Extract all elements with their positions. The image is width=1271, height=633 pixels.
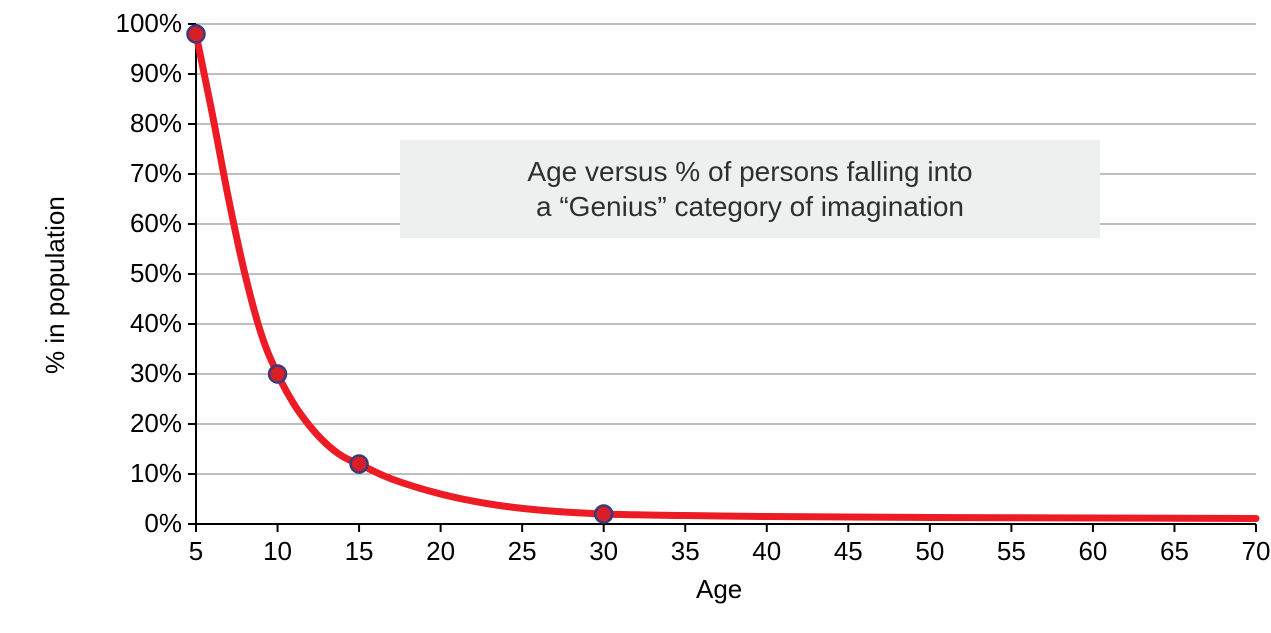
data-marker [595, 506, 612, 523]
y-tick-label: 100% [116, 8, 183, 39]
y-tick-label: 40% [130, 308, 182, 339]
y-tick-label: 80% [130, 108, 182, 139]
y-axis-label: % in population [40, 196, 71, 374]
x-tick-label: 40 [747, 536, 787, 567]
y-tick-label: 90% [130, 58, 182, 89]
x-tick-label: 30 [584, 536, 624, 567]
x-tick-label: 25 [502, 536, 542, 567]
y-tick-label: 0% [144, 508, 182, 539]
chart-container: % in population Age Age versus % of pers… [0, 0, 1271, 633]
x-axis-label: Age [696, 574, 742, 605]
y-tick-label: 30% [130, 358, 182, 389]
data-line [196, 34, 1256, 519]
chart-title-line1: Age versus % of persons falling into [430, 154, 1070, 189]
y-tick-label: 60% [130, 208, 182, 239]
x-tick-label: 60 [1073, 536, 1113, 567]
y-tick-label: 10% [130, 458, 182, 489]
x-tick-label: 65 [1154, 536, 1194, 567]
data-marker [351, 456, 368, 473]
x-tick-label: 20 [421, 536, 461, 567]
x-tick-label: 10 [258, 536, 298, 567]
data-marker [188, 26, 205, 43]
x-tick-label: 35 [665, 536, 705, 567]
chart-title-box: Age versus % of persons falling into a “… [400, 140, 1100, 238]
y-tick-label: 50% [130, 258, 182, 289]
y-tick-label: 70% [130, 158, 182, 189]
chart-title-line2: a “Genius” category of imagination [430, 189, 1070, 224]
y-tick-label: 20% [130, 408, 182, 439]
x-tick-label: 55 [991, 536, 1031, 567]
x-tick-label: 45 [828, 536, 868, 567]
x-tick-label: 15 [339, 536, 379, 567]
data-marker [269, 366, 286, 383]
x-tick-label: 50 [910, 536, 950, 567]
x-tick-label: 5 [176, 536, 216, 567]
x-tick-label: 70 [1236, 536, 1271, 567]
